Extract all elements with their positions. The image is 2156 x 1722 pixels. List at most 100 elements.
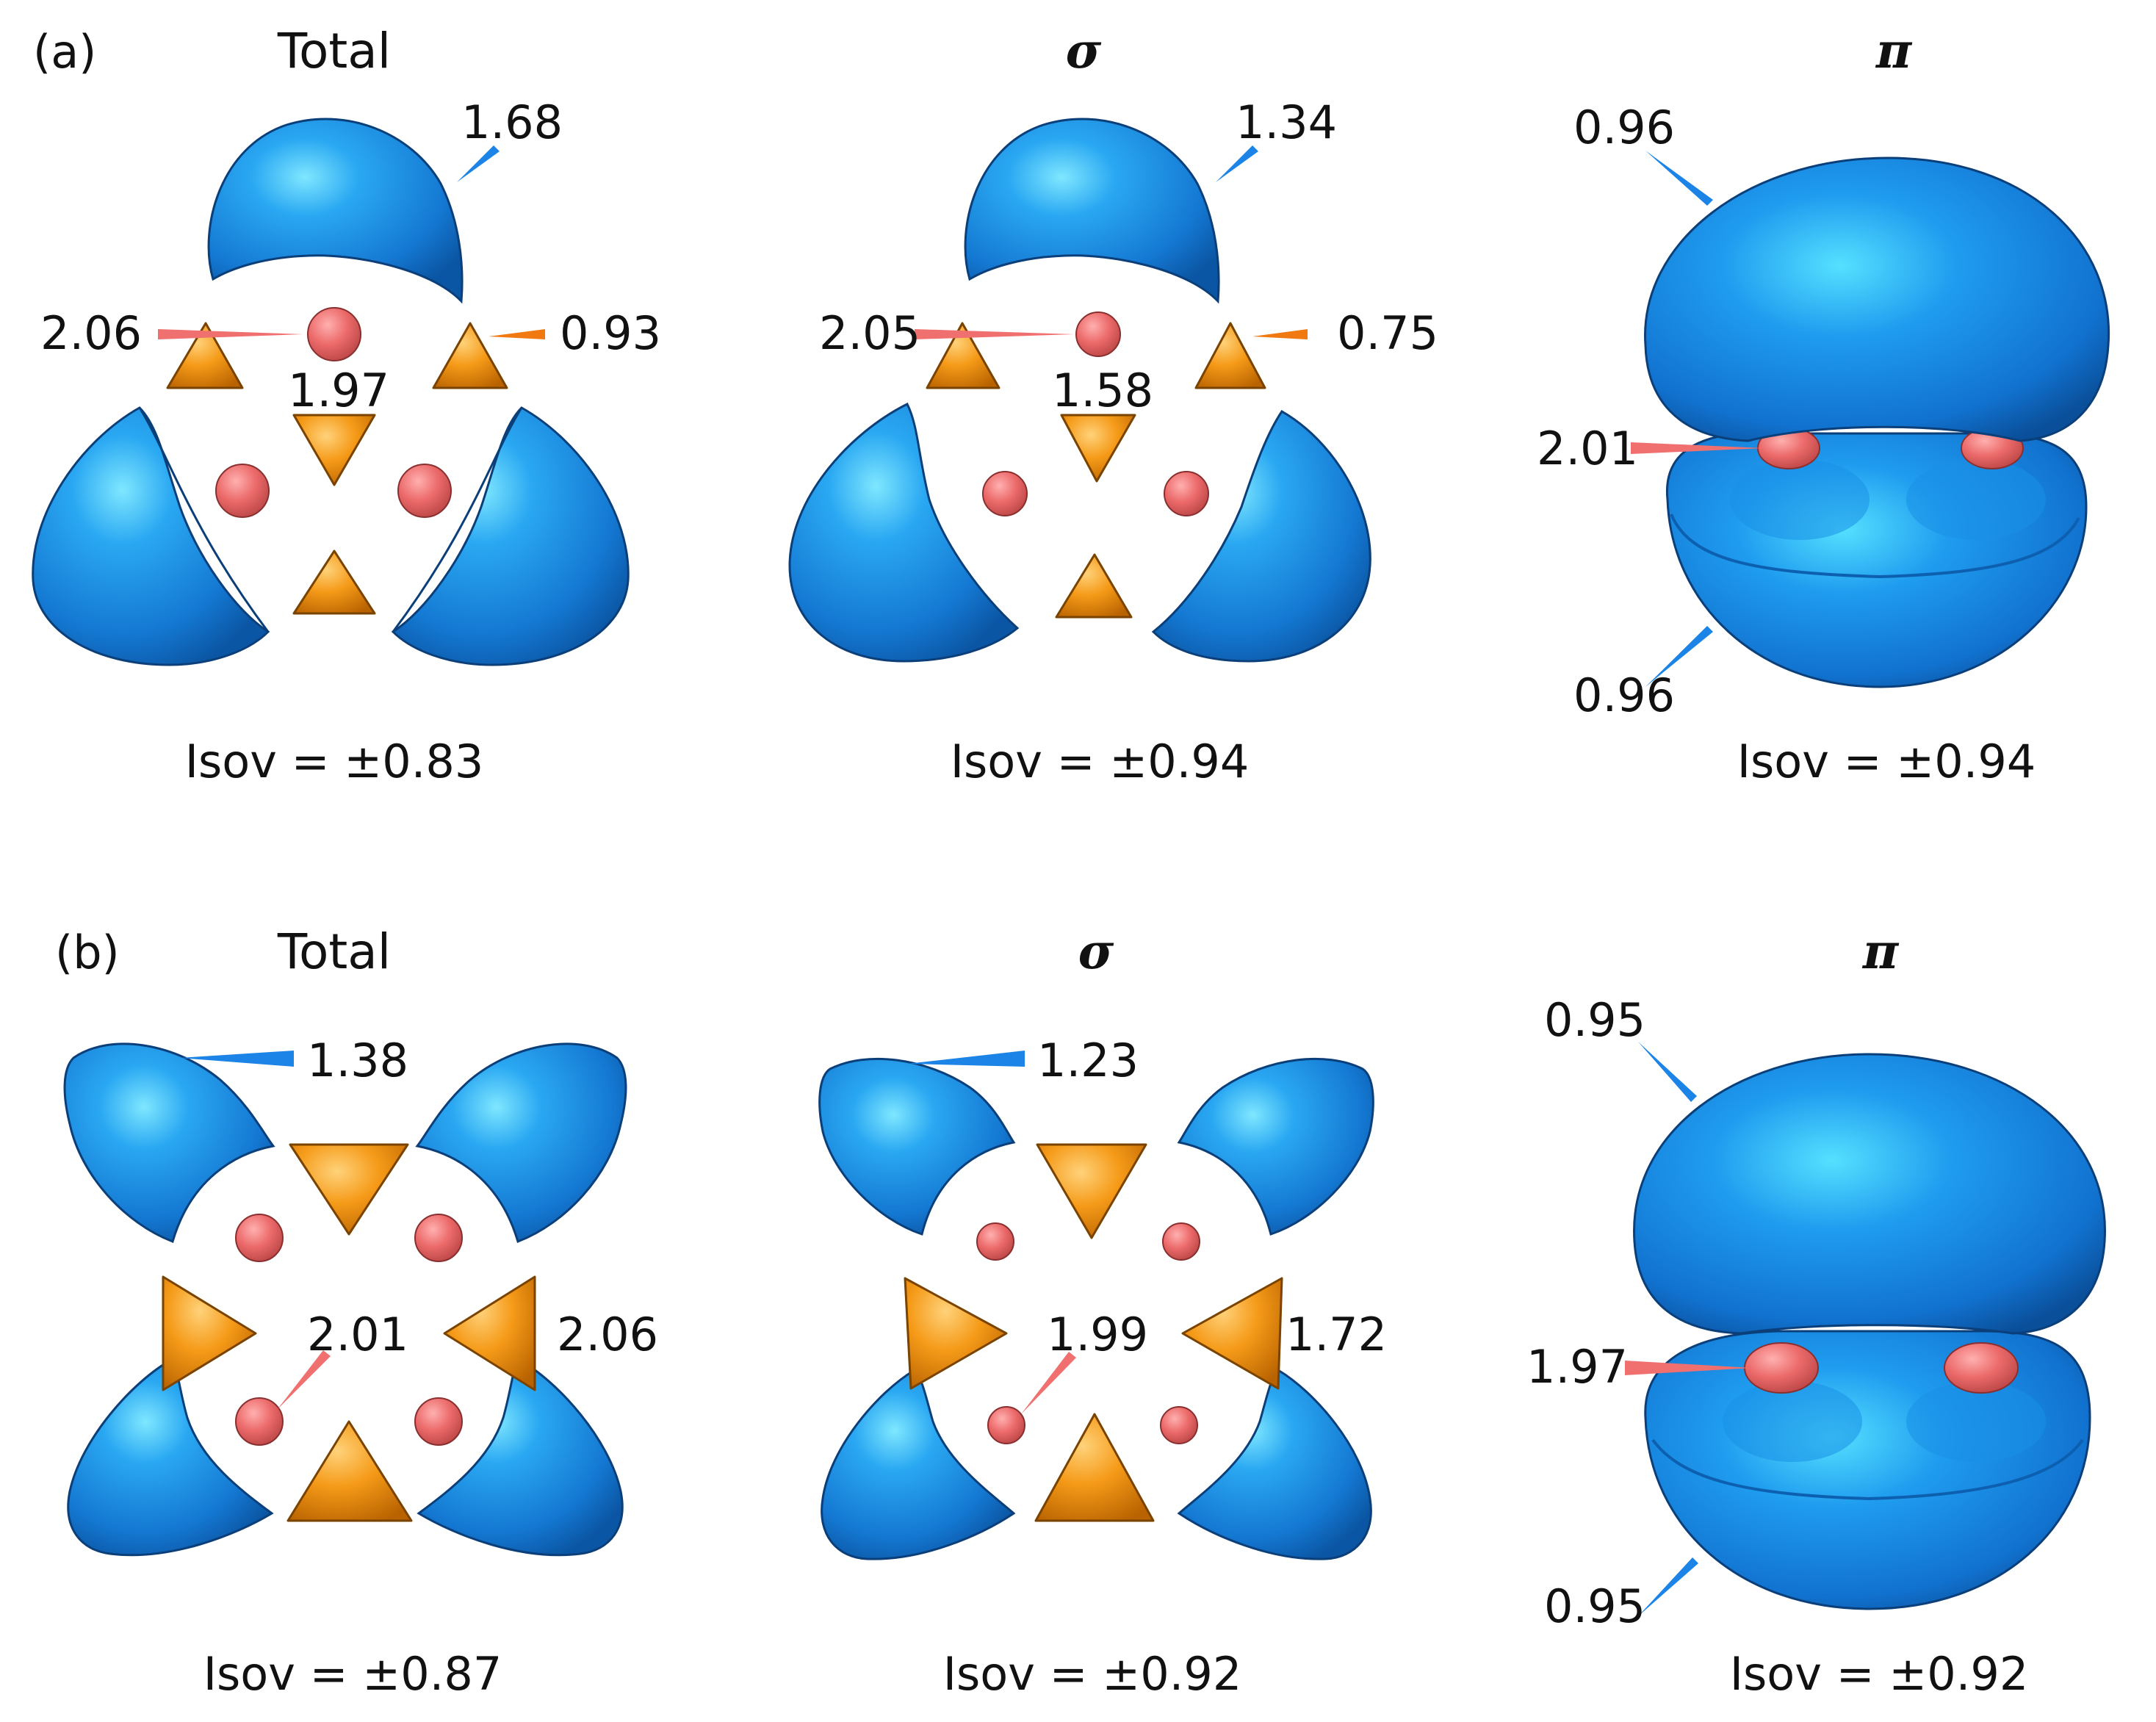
red-core-basin [1160, 1406, 1198, 1444]
orange-basin [926, 322, 1001, 389]
pointer-red [1625, 1361, 1752, 1375]
red-core-basin [414, 1397, 463, 1446]
red-core-basin [1162, 1222, 1200, 1261]
value-label: 2.01 [307, 1308, 408, 1361]
value-label: 1.72 [1286, 1308, 1387, 1361]
value-label: 0.96 [1573, 101, 1675, 154]
blue-basin-right [391, 406, 630, 666]
red-core-basin [1744, 1342, 1819, 1394]
isov-label: Isov = ±0.92 [943, 1647, 1242, 1701]
value-label: 2.01 [1537, 422, 1638, 475]
orange-basin [289, 1143, 409, 1236]
red-core-basin [1075, 311, 1121, 357]
red-core-basin [987, 1406, 1025, 1444]
lobe-dimple [1730, 459, 1870, 540]
orange-basin [1060, 414, 1136, 483]
orange-basin [1055, 553, 1133, 619]
panel-b-sigma: σ 1.23 1.99 1.72 Isov = ±0.92 [818, 923, 1387, 1701]
value-label: 1.34 [1236, 96, 1337, 149]
value-label: 0.96 [1573, 669, 1675, 722]
pointer-red [1631, 442, 1763, 454]
pointer-blue [907, 1051, 1025, 1067]
pointer-blue [1638, 1557, 1698, 1616]
panel-a-label: (a) [33, 25, 96, 79]
isov-label: Isov = ±0.92 [1730, 1647, 2029, 1701]
value-label: 1.23 [1037, 1034, 1139, 1087]
blue-lobe-upper [1633, 1053, 2106, 1335]
value-label: 1.58 [1052, 364, 1153, 417]
isov-label: Isov = ±0.87 [203, 1647, 502, 1701]
panel-a-sigma: σ 1.34 2.05 0.75 1.58 Isov = ±0.94 [788, 22, 1438, 788]
blue-basin-bottom-right [1177, 1369, 1372, 1560]
value-label: 2.05 [819, 306, 920, 360]
orange-basin [166, 322, 244, 389]
orange-basin [162, 1275, 257, 1391]
blue-basin-bottom-left [821, 1369, 1016, 1560]
red-core-basin [397, 464, 452, 518]
pointer-blue [1638, 1042, 1697, 1102]
pointer-red [278, 1350, 331, 1409]
value-label: 1.68 [461, 96, 563, 149]
pointer-blue [1216, 145, 1258, 182]
red-core-basin [982, 471, 1028, 516]
blue-lobe-upper [1644, 156, 2110, 442]
pointer-blue [1645, 626, 1713, 687]
red-core-basin [235, 1214, 284, 1262]
isov-label: Isov = ±0.83 [185, 735, 484, 788]
red-core-basin [215, 464, 270, 518]
value-label: 1.99 [1047, 1308, 1148, 1361]
panel-b-label: (b) [55, 926, 120, 979]
panel-b-sigma-title: σ [1078, 923, 1114, 980]
pointer-blue [457, 145, 500, 182]
orange-basin [292, 550, 376, 615]
pointer-red [1021, 1352, 1076, 1414]
pointer-blue [1645, 151, 1713, 206]
orange-basin [1194, 322, 1266, 389]
panel-a: (a) Total 1.68 2. [32, 22, 2110, 788]
blue-basin-top [964, 118, 1220, 304]
value-label: 2.06 [40, 306, 142, 360]
pointer-orange [1252, 329, 1308, 339]
blue-lobe-lower [1644, 1330, 2091, 1610]
blue-basin-right [1151, 410, 1371, 663]
blue-basin-top-left [63, 1042, 275, 1243]
red-core-basin [414, 1214, 463, 1262]
value-label: 1.97 [288, 364, 389, 417]
orange-basin [1036, 1143, 1147, 1239]
panel-a-total-title: Total [277, 23, 391, 79]
red-core-basin [1944, 1342, 2019, 1394]
value-label: 0.75 [1337, 306, 1438, 360]
orange-basin [1181, 1277, 1283, 1390]
value-label: 2.06 [557, 1308, 658, 1361]
blue-basin-top [207, 118, 464, 304]
orange-basin [292, 414, 376, 486]
panel-a-total: Total 1.68 2.06 0.93 1 [32, 23, 661, 788]
red-core-basin [1164, 471, 1209, 516]
blue-basin-bottom-right [417, 1357, 624, 1557]
panel-a-pi-title: π [1875, 22, 1913, 79]
orange-basin [904, 1277, 1008, 1390]
panel-a-sigma-title: σ [1066, 22, 1102, 79]
value-label: 0.95 [1544, 993, 1645, 1047]
panel-b-total: Total 1.38 2.01 2.06 Isov = ±0.87 [63, 923, 658, 1701]
blue-basin-top-right [415, 1042, 627, 1243]
panel-a-pi: π 0.96 2.01 0.96 Isov = ±0.94 [1537, 22, 2110, 788]
pointer-blue [180, 1051, 294, 1067]
panel-b: (b) Total 1.38 2.01 2.06 Isov = ± [55, 923, 2106, 1701]
blue-basin-top-right [1177, 1057, 1374, 1236]
blue-basin-left [32, 406, 270, 666]
lobe-dimple [1906, 459, 2046, 540]
pointer-red [158, 329, 303, 339]
red-core-basin [307, 307, 361, 361]
orange-basin [443, 1275, 536, 1391]
lobe-dimple [1906, 1381, 2046, 1462]
orange-basin [432, 322, 508, 389]
orange-basin [286, 1420, 413, 1522]
value-label: 1.97 [1526, 1340, 1628, 1394]
pointer-orange [488, 329, 545, 339]
value-label: 0.93 [560, 306, 661, 360]
panel-b-pi-title: π [1861, 923, 1900, 980]
lobe-dimple [1723, 1381, 1862, 1462]
blue-basin-top-left [818, 1057, 1016, 1236]
